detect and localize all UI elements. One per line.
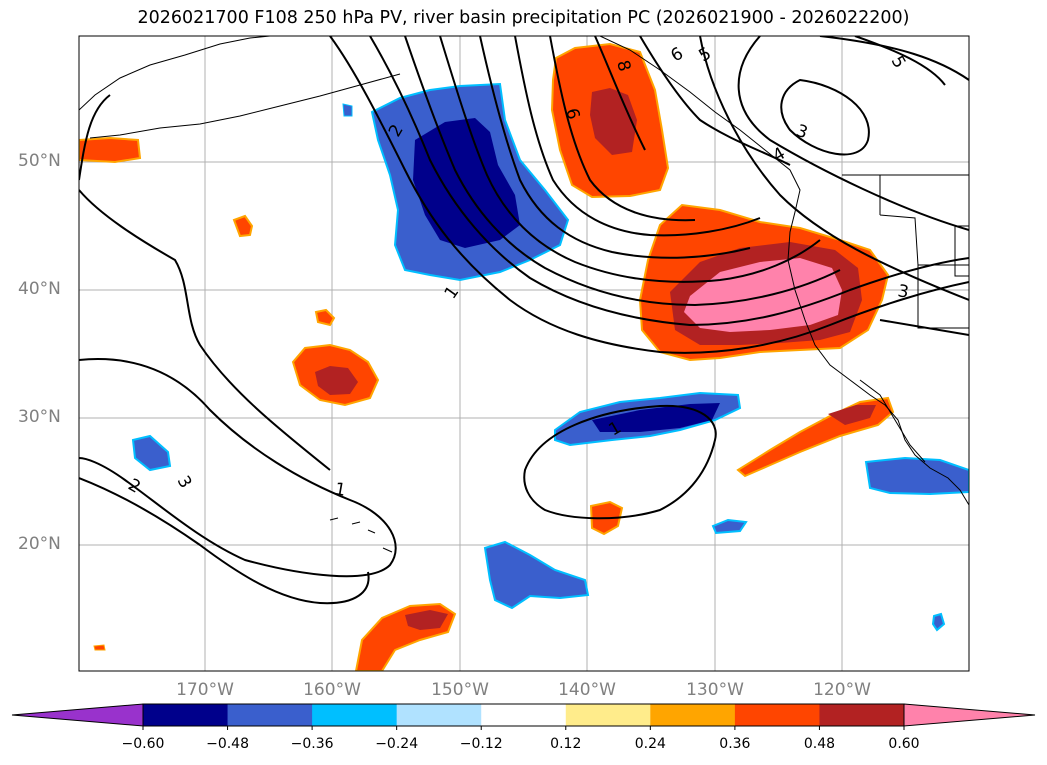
colorbar-segment	[565, 704, 651, 726]
blue-region-near-hawaii	[483, 540, 590, 610]
lat-label-20n: 20°N	[18, 534, 61, 554]
positive-precip-regions	[79, 42, 895, 671]
small-blue-spot-b	[931, 612, 946, 632]
lat-label-30n: 30°N	[18, 407, 61, 427]
small-red-spot-d	[314, 308, 336, 327]
colorbar-tick-label: −0.36	[290, 736, 334, 752]
colorbar-segment	[650, 704, 736, 726]
alaska-aleutian-coast	[79, 36, 271, 111]
colorbar-tick-label: 0.12	[550, 736, 582, 752]
blue-region-baja	[864, 456, 969, 496]
darkred-core-south	[405, 610, 448, 630]
colorbar-segment	[481, 704, 567, 726]
lon-label-160w: 160°W	[303, 680, 361, 700]
small-red-spot-b	[79, 136, 142, 164]
colorbar-tick-label: −0.24	[375, 736, 419, 752]
contour-label: 6	[561, 106, 583, 122]
lat-label-50n: 50°N	[18, 151, 61, 171]
colorbar-tick-label: −0.48	[206, 736, 249, 752]
map-frame	[78, 35, 970, 672]
small-blue-spot-c	[342, 103, 353, 117]
pv-contours	[79, 36, 969, 605]
lon-label-130w: 130°W	[686, 680, 744, 700]
chart-title: 2026021700 F108 250 hPa PV, river basin …	[137, 8, 910, 28]
colorbar-tick-label: 0.60	[888, 736, 920, 752]
contour-label: 3	[896, 281, 910, 303]
hawaii-islands	[329, 517, 393, 553]
small-red-spot-e	[93, 644, 106, 651]
state-lines	[879, 175, 969, 329]
alaska-panhandle-coast	[599, 36, 969, 506]
colorbar-tick-label: 0.24	[634, 736, 666, 752]
lat-label-40n: 40°N	[18, 279, 61, 299]
colorbar	[11, 703, 1036, 730]
colorbar-segment	[312, 704, 398, 726]
darkred-core-subtropical-band	[828, 405, 876, 425]
colorbar-tick-label: 0.48	[803, 736, 836, 752]
darkblue-core-gulf-of-alaska	[413, 118, 520, 248]
lon-label-120w: 120°W	[813, 680, 871, 700]
colorbar-tick-label: 0.36	[719, 736, 751, 752]
lon-label-150w: 150°W	[431, 680, 489, 700]
darkblue-core-subtropical	[592, 403, 720, 432]
colorbar-tick-label: −0.12	[459, 736, 503, 752]
colorbar-segment	[819, 704, 905, 726]
colorbar-segment	[227, 704, 313, 726]
negative-precip-regions	[131, 82, 969, 632]
coastlines	[79, 36, 969, 553]
small-blue-spot-a	[711, 518, 748, 535]
colorbar-segment	[734, 704, 820, 726]
blue-region-west	[131, 434, 172, 472]
map-panel: 2 1 6 8 6 5 5 3 4 3 1 1 2 3	[78, 35, 970, 672]
lon-label-140w: 140°W	[558, 680, 616, 700]
darkred-core-west-pacific	[315, 366, 358, 395]
colorbar-outline	[142, 703, 905, 727]
aleutian-islands	[89, 73, 401, 139]
colorbar-extend-high	[903, 703, 1036, 727]
contour-label: 1	[333, 479, 347, 501]
colorbar-segment	[396, 704, 482, 726]
colorbar-tick-label: −0.60	[121, 736, 165, 752]
colorbar-extend-low	[11, 703, 144, 727]
colorbar-segment	[143, 704, 229, 726]
small-red-spot-c	[232, 214, 254, 238]
contour-label: 8	[612, 58, 634, 74]
baja-peninsula	[859, 379, 926, 463]
lon-label-170w: 170°W	[176, 680, 234, 700]
